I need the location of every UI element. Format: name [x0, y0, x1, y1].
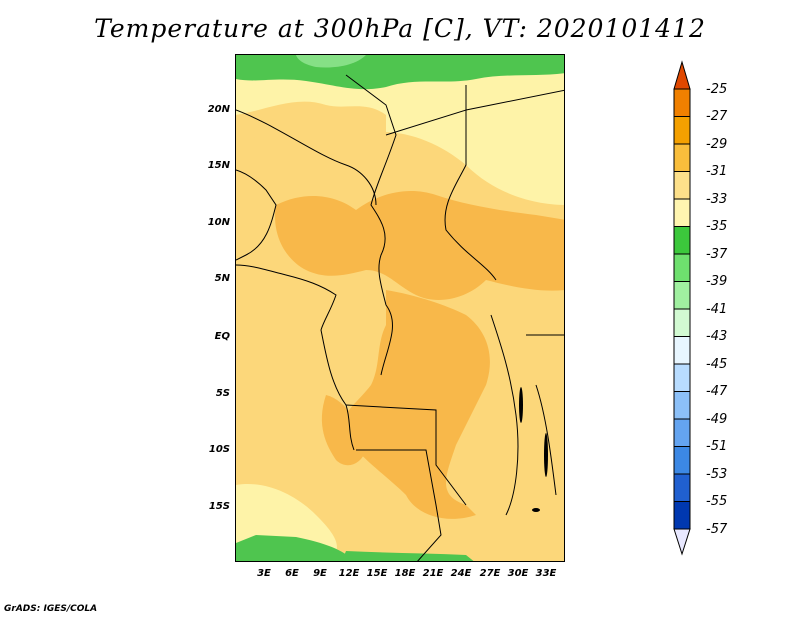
colorbar-label: -31 — [706, 164, 728, 179]
grads-credit: GrADS: IGES/COLA — [4, 604, 98, 614]
temperature-field — [236, 55, 564, 561]
field-lightgreen-north — [296, 55, 366, 68]
lon-label-12e: 12E — [338, 568, 360, 579]
colorbar-swatch — [673, 281, 691, 310]
colorbar-label: -39 — [706, 274, 728, 289]
colorbar-label: -37 — [706, 247, 728, 262]
colorbar-label: -41 — [706, 302, 728, 317]
field-orange-north-central — [275, 190, 564, 300]
colorbar-swatch — [673, 363, 691, 392]
lon-label-30e: 30E — [507, 568, 529, 579]
colorbar-swatch — [673, 226, 691, 255]
lat-label-eq: EQ — [214, 331, 230, 342]
map-panel — [235, 54, 565, 562]
field-orange-congo — [343, 290, 490, 519]
map-title: Temperature at 300hPa [C], VT: 202010141… — [94, 14, 706, 43]
lon-label-15e: 15E — [366, 568, 388, 579]
lon-label-6e: 6E — [285, 568, 299, 579]
colorbar-label: -57 — [706, 522, 728, 537]
colorbar-swatch — [673, 143, 691, 172]
colorbar-label: -33 — [706, 192, 728, 207]
colorbar-label: -45 — [706, 357, 728, 372]
colorbar-swatch — [673, 391, 691, 420]
colorbar-swatch — [673, 473, 691, 502]
lat-label-5n: 5N — [214, 273, 230, 284]
lat-label-5s: 5S — [215, 388, 230, 399]
lat-label-10n: 10N — [207, 217, 230, 228]
colorbar-bottom-arrow — [673, 528, 691, 556]
colorbar-label: -35 — [706, 219, 728, 234]
field-band-north — [236, 55, 564, 205]
colorbar-label: -51 — [706, 439, 728, 454]
lakes — [519, 387, 548, 512]
colorbar-label: -43 — [706, 329, 728, 344]
colorbar-top-arrow — [673, 60, 691, 90]
colorbar-swatch — [673, 88, 691, 117]
colorbar-label: -49 — [706, 412, 728, 427]
field-orange-west — [321, 395, 366, 466]
country-borders — [236, 74, 564, 561]
colorbar-label: -53 — [706, 467, 728, 482]
colorbar-swatch — [673, 308, 691, 337]
lon-label-33e: 33E — [535, 568, 557, 579]
colorbar-swatch — [673, 336, 691, 365]
colorbar-label: -47 — [706, 384, 728, 399]
colorbar-swatch — [673, 116, 691, 145]
colorbar — [673, 60, 691, 556]
lon-label-18e: 18E — [394, 568, 416, 579]
lon-label-27e: 27E — [479, 568, 501, 579]
lat-label-20n: 20N — [207, 104, 230, 115]
lon-label-24e: 24E — [450, 568, 472, 579]
colorbar-swatch — [673, 171, 691, 200]
lon-label-3e: 3E — [257, 568, 271, 579]
lon-label-21e: 21E — [422, 568, 444, 579]
colorbar-swatch — [673, 446, 691, 475]
field-green-south — [236, 535, 355, 561]
colorbar-swatch — [673, 418, 691, 447]
colorbar-label: -55 — [706, 494, 728, 509]
colorbar-swatch — [673, 501, 691, 530]
field-green-south-2 — [341, 551, 474, 561]
lat-label-15n: 15N — [207, 160, 230, 171]
colorbar-swatch — [673, 198, 691, 227]
lon-label-9e: 9E — [313, 568, 327, 579]
colorbar-label: -25 — [706, 82, 728, 97]
lat-label-15s: 15S — [208, 501, 230, 512]
field-band-north-2 — [236, 101, 386, 143]
colorbar-label: -29 — [706, 137, 728, 152]
lat-label-10s: 10S — [208, 444, 230, 455]
colorbar-swatch — [673, 253, 691, 282]
colorbar-label: -27 — [706, 109, 728, 124]
